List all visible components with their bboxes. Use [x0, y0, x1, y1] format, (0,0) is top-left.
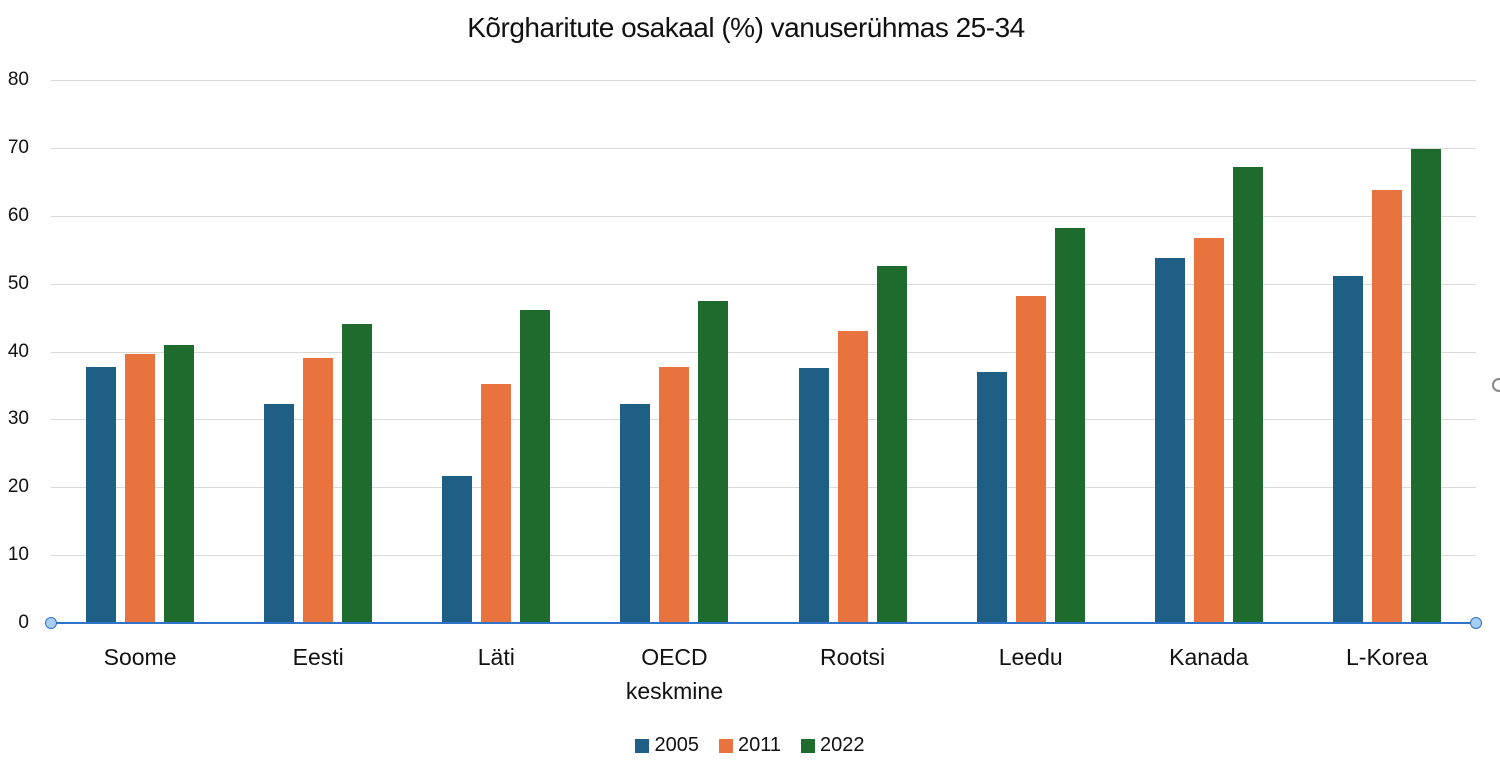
- axis-handle-left[interactable]: [45, 617, 57, 629]
- legend-item-2022[interactable]: 2022: [801, 734, 865, 757]
- gridline: [51, 283, 1476, 285]
- legend-item-2011[interactable]: 2011: [718, 734, 781, 757]
- legend-item-2005[interactable]: 2005: [635, 734, 699, 757]
- bar-2005[interactable]: [620, 404, 651, 622]
- y-tick-label: 10: [7, 544, 29, 566]
- chart-title: Kõrgharitute osakaal (%) vanuserühmas 25…: [467, 12, 1025, 43]
- bar-2011[interactable]: [303, 357, 334, 622]
- bar-2022[interactable]: [164, 345, 195, 622]
- bar-2022[interactable]: [1054, 227, 1085, 622]
- x-tick-label: Kanada: [1169, 644, 1249, 670]
- y-tick-label: 70: [7, 136, 29, 158]
- x-tick-label: Rootsi: [819, 644, 886, 670]
- bar-2022[interactable]: [342, 324, 373, 622]
- bar-2011[interactable]: [125, 353, 156, 622]
- legend: 2005 2011 2022: [0, 734, 1500, 757]
- gridline: [51, 215, 1476, 217]
- legend-swatch-icon: [635, 738, 650, 753]
- x-tick-label: Soome: [103, 644, 177, 670]
- axis-handle-right[interactable]: [1470, 617, 1482, 629]
- bar-2011[interactable]: [1015, 295, 1046, 622]
- bar-2005[interactable]: [86, 366, 117, 622]
- gridline: [51, 80, 1476, 81]
- bar-2005[interactable]: [976, 371, 1007, 622]
- bar-2005[interactable]: [442, 476, 473, 622]
- y-tick-label: 60: [7, 204, 29, 226]
- legend-swatch-icon: [718, 738, 733, 753]
- bar-2005[interactable]: [1332, 275, 1363, 622]
- plot-area[interactable]: 0 10 20 30 40 50 60 70 80 Soome Eesti Läti OECD keskm…: [8, 69, 1482, 704]
- bar-2022[interactable]: [520, 309, 551, 622]
- x-axis-line[interactable]: [51, 622, 1476, 624]
- y-tick-label: 50: [7, 272, 29, 294]
- bar-2011[interactable]: [837, 330, 868, 622]
- gridline: [51, 419, 1476, 421]
- y-tick-label: 0: [18, 612, 29, 633]
- bar-2011[interactable]: [659, 366, 690, 622]
- legend-swatch-icon: [801, 738, 815, 753]
- bar-2022[interactable]: [876, 266, 907, 622]
- x-tick-label: OECD keskmine: [625, 644, 724, 704]
- bar-2022[interactable]: [1232, 166, 1263, 622]
- gridline: [51, 147, 1476, 149]
- y-tick-label: 80: [7, 69, 29, 90]
- legend-label: 2011: [737, 734, 781, 756]
- x-tick-label: Läti: [477, 644, 515, 670]
- legend-label: 2005: [654, 734, 699, 756]
- bar-2011[interactable]: [481, 384, 512, 622]
- x-tick-label: L-Korea: [1346, 644, 1428, 670]
- bar-2005[interactable]: [798, 368, 829, 622]
- chart-resize-handle[interactable]: [1492, 378, 1500, 392]
- bar-2011[interactable]: [1193, 237, 1224, 622]
- bar-2011[interactable]: [1371, 190, 1402, 622]
- bar-2022[interactable]: [698, 300, 729, 622]
- bar-2005[interactable]: [264, 404, 295, 622]
- gridline: [51, 555, 1476, 557]
- bar-2022[interactable]: [1410, 148, 1441, 622]
- legend-label: 2022: [820, 734, 865, 756]
- y-tick-label: 40: [7, 340, 29, 362]
- y-tick-label: 30: [7, 408, 29, 430]
- x-tick-label: Leedu: [998, 644, 1063, 670]
- gridline: [51, 351, 1476, 353]
- x-tick-label: Eesti: [292, 644, 344, 670]
- bar-2005[interactable]: [1154, 257, 1185, 622]
- y-tick-label: 20: [7, 476, 29, 498]
- gridline: [51, 487, 1476, 489]
